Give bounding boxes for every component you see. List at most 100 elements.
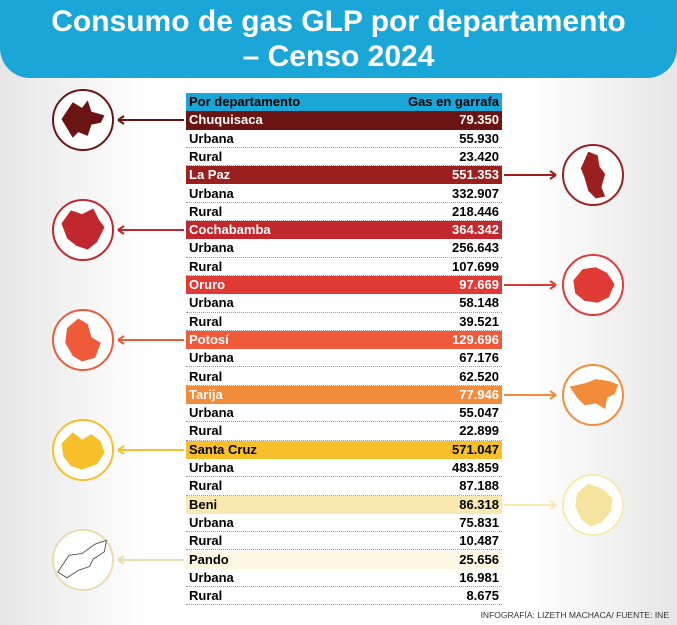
map-potosi-icon [52, 308, 114, 371]
arrow-0 [117, 115, 184, 126]
rural-row-5: Rural 22.899 [186, 422, 502, 441]
dept-row-7-label: Beni [189, 496, 218, 512]
dept-row-0-label: Chuquisaca [189, 112, 263, 128]
arrow-7 [504, 499, 557, 510]
dept-row-5-value: 77.946 [459, 386, 499, 402]
rural-row-7-value: 10.487 [459, 533, 499, 549]
dept-row-5: Tarija 77.946 [186, 385, 502, 405]
dept-row-7: Beni 86.318 [186, 495, 502, 514]
arrow-6 [117, 444, 184, 455]
rural-row-3-label: Rural [189, 313, 223, 329]
dept-row-8-label: Pando [189, 551, 229, 567]
urban-row-8-value: 16.981 [459, 569, 499, 585]
dept-row-3-label: Oruro [189, 277, 226, 292]
urban-row-7-value: 75.831 [459, 514, 499, 530]
urban-row-4-value: 67.176 [459, 350, 499, 366]
urban-row-1: Urbana 332.907 [186, 184, 502, 203]
urban-row-0-value: 55.930 [459, 130, 499, 146]
dept-row-4-label: Potosí [189, 331, 229, 347]
urban-row-2-value: 256.643 [452, 240, 499, 256]
dept-row-1-value: 551.353 [452, 167, 499, 183]
dept-row-3-value: 97.669 [459, 277, 499, 292]
dept-row-3: Oruro 97.669 [186, 276, 502, 295]
rural-row-6: Rural 87.188 [186, 477, 502, 496]
rural-row-3: Rural 39.521 [186, 312, 502, 331]
rural-row-8-label: Rural [189, 588, 223, 604]
table-header: Por departamento Gas en garrafa [186, 93, 502, 112]
arrow-3 [504, 280, 557, 290]
dept-row-0: Chuquisaca 79.350 [186, 111, 502, 130]
title-line-2: – Censo 2024 [242, 40, 435, 73]
urban-row-4: Urbana 67.176 [186, 349, 502, 368]
urban-row-5: Urbana 55.047 [186, 404, 502, 423]
urban-row-8-label: Urbana [189, 569, 234, 585]
rural-row-2: Rural 107.699 [186, 257, 502, 276]
urban-row-5-value: 55.047 [459, 405, 499, 421]
rural-row-5-label: Rural [189, 423, 223, 439]
urban-row-6: Urbana 483.859 [186, 459, 502, 478]
urban-row-5-label: Urbana [189, 405, 234, 421]
rural-row-1-value: 218.446 [452, 203, 499, 219]
rural-row-3-value: 39.521 [459, 313, 499, 329]
rural-row-1: Rural 218.446 [186, 202, 502, 222]
dept-row-6-label: Santa Cruz [189, 441, 257, 457]
title-banner: Consumo de gas GLP por departamento – Ce… [0, 0, 677, 78]
urban-row-6-value: 483.859 [452, 460, 499, 475]
dept-row-1: La Paz 551.353 [186, 166, 502, 185]
rural-row-8-value: 8.675 [466, 588, 499, 604]
map-pando-icon [52, 528, 114, 591]
dept-row-8-value: 25.656 [459, 551, 499, 567]
rural-row-2-value: 107.699 [452, 258, 499, 274]
arrow-1 [504, 170, 557, 181]
dept-row-2-value: 364.342 [452, 222, 499, 238]
arrow-2 [117, 225, 184, 235]
map-chuquisaca-icon [52, 89, 114, 152]
table-header-value: Gas en garrafa [407, 94, 499, 109]
dept-row-5-label: Tarija [189, 386, 223, 402]
rural-row-5-value: 22.899 [459, 423, 499, 439]
urban-row-0: Urbana 55.930 [186, 129, 502, 148]
urban-row-3-value: 58.148 [459, 295, 499, 311]
rural-row-1-label: Rural [189, 203, 223, 219]
rural-row-4: Rural 62.520 [186, 367, 502, 386]
dept-row-2: Cochabamba 364.342 [186, 221, 502, 240]
dept-row-4: Potosí 129.696 [186, 330, 502, 350]
map-cochabamba-icon [52, 199, 114, 262]
dept-row-7-value: 86.318 [459, 496, 499, 512]
dept-row-8: Pando 25.656 [186, 550, 502, 569]
dept-row-4-value: 129.696 [452, 331, 499, 347]
table-header-label: Por departamento [189, 94, 301, 109]
map-beni-icon [562, 473, 624, 536]
rural-row-6-label: Rural [189, 478, 223, 494]
dept-row-0-value: 79.350 [459, 112, 499, 128]
urban-row-3: Urbana 58.148 [186, 294, 502, 313]
footer-credit: INFOGRAFÍA: LIZETH MACHACA/ FUENTE: INE [480, 610, 669, 620]
arrow-8 [117, 554, 184, 565]
urban-row-4-label: Urbana [189, 350, 234, 366]
arrow-4 [117, 335, 184, 345]
urban-row-7: Urbana 75.831 [186, 513, 502, 533]
map-la-paz-icon [562, 144, 624, 207]
dept-row-6-value: 571.047 [452, 441, 499, 457]
rural-row-4-label: Rural [189, 368, 223, 384]
urban-row-0-label: Urbana [189, 130, 234, 146]
urban-row-7-label: Urbana [189, 514, 234, 530]
urban-row-8: Urbana 16.981 [186, 568, 502, 588]
urban-row-1-value: 332.907 [452, 185, 499, 201]
rural-row-7: Rural 10.487 [186, 532, 502, 551]
urban-row-3-label: Urbana [189, 295, 234, 311]
rural-row-4-value: 62.520 [459, 368, 499, 384]
map-santa-cruz-icon [52, 418, 114, 481]
urban-row-2-label: Urbana [189, 240, 234, 256]
rural-row-0-label: Rural [189, 148, 223, 164]
title-line-1: Consumo de gas GLP por departamento [51, 5, 626, 38]
urban-row-1-label: Urbana [189, 185, 234, 201]
rural-row-7-label: Rural [189, 533, 223, 549]
urban-row-6-label: Urbana [189, 460, 234, 475]
map-tarija-icon [562, 363, 624, 426]
rural-row-6-value: 87.188 [459, 478, 499, 494]
rural-row-0-value: 23.420 [459, 148, 499, 164]
dept-row-6: Santa Cruz 571.047 [186, 440, 502, 459]
rural-row-2-label: Rural [189, 258, 223, 274]
